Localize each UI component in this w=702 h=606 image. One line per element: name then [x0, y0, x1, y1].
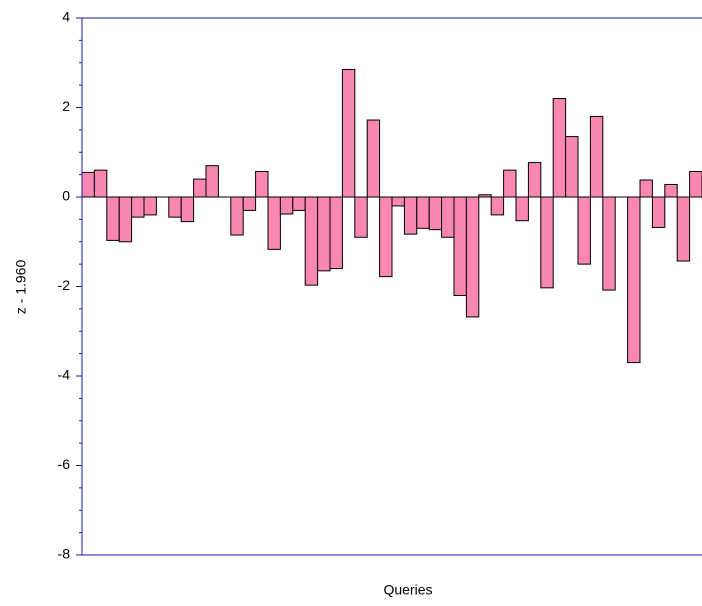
bar	[106, 196, 120, 241]
bar	[540, 196, 554, 289]
bar	[168, 196, 182, 218]
bar	[602, 196, 616, 291]
bar	[255, 170, 269, 198]
bar	[515, 196, 529, 222]
bar	[205, 165, 219, 198]
bar	[527, 162, 542, 198]
bar	[267, 196, 281, 250]
x-axis-label: Queries	[383, 582, 432, 598]
bar	[82, 171, 95, 198]
bar	[453, 196, 467, 296]
y-tick-label: -8	[58, 546, 71, 562]
y-tick-label: 2	[62, 98, 70, 114]
bar	[143, 196, 157, 216]
bar	[589, 115, 604, 198]
bar	[279, 196, 294, 215]
bar	[577, 196, 591, 265]
bar	[317, 196, 331, 272]
bar	[627, 196, 641, 364]
bar	[242, 196, 257, 211]
bar	[230, 196, 244, 236]
bar	[292, 196, 306, 211]
bar	[354, 196, 368, 238]
bar	[304, 196, 319, 286]
bar	[552, 98, 567, 198]
bar	[180, 196, 195, 223]
bar	[428, 196, 443, 231]
bar	[689, 170, 702, 198]
bar	[131, 196, 145, 218]
bar-group	[82, 68, 702, 364]
y-tick-label: -2	[58, 277, 71, 293]
y-tick-label: -4	[58, 367, 71, 383]
y-tick-label: -6	[58, 456, 71, 472]
bar	[441, 196, 455, 238]
y-axis-label: z - 1.960	[13, 260, 29, 315]
bar	[465, 196, 480, 318]
bar	[676, 196, 691, 262]
bar	[341, 68, 356, 198]
bar	[118, 196, 133, 243]
bar	[93, 169, 108, 198]
bar	[379, 196, 393, 278]
bar	[503, 169, 517, 198]
bar	[366, 119, 381, 198]
bar	[490, 196, 505, 216]
y-tick-label: 4	[62, 9, 70, 25]
bar	[391, 196, 405, 207]
bar	[416, 196, 430, 229]
bar	[193, 178, 207, 198]
bar	[664, 183, 678, 198]
bar	[639, 179, 653, 198]
bar	[403, 196, 418, 235]
bar	[329, 196, 343, 270]
bar	[651, 196, 666, 228]
bar	[565, 136, 579, 198]
y-tick-label: 0	[62, 188, 70, 204]
